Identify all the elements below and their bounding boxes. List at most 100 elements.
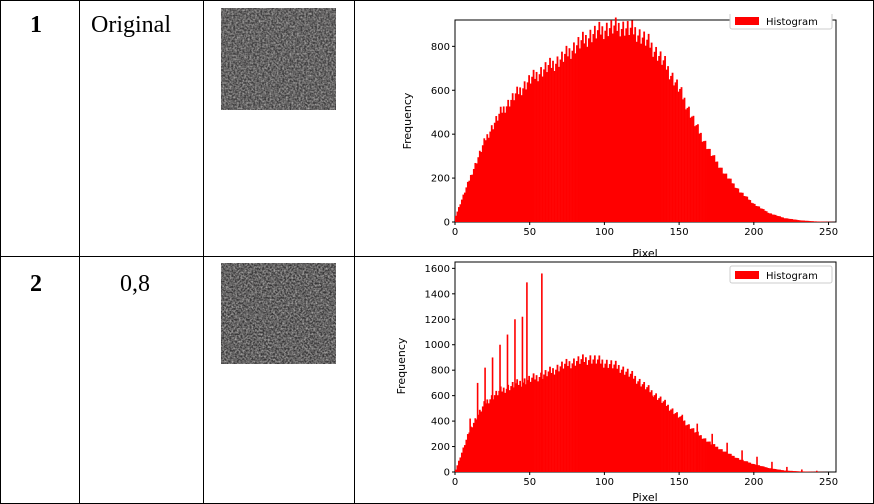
histogram-bar <box>722 451 725 472</box>
histogram-bar <box>723 451 726 472</box>
histogram-bar <box>746 196 749 222</box>
histogram-bar <box>573 358 575 472</box>
histogram-bar <box>562 61 565 222</box>
histogram-bar <box>543 374 545 472</box>
histogram-bar <box>762 209 765 222</box>
histogram-bar <box>529 83 532 222</box>
histogram-bar <box>694 126 696 222</box>
histogram-bar <box>735 188 738 222</box>
histogram-bar <box>564 53 566 223</box>
histogram-bar <box>549 366 551 472</box>
histogram-bar <box>487 137 490 222</box>
histogram-bar <box>720 167 723 222</box>
histogram-bar <box>502 387 505 472</box>
histogram-spike <box>521 316 524 472</box>
histogram-bar <box>471 174 474 222</box>
histogram-bar <box>643 31 646 223</box>
y-tick-label: 0 <box>444 218 450 229</box>
histogram-bar <box>616 30 619 222</box>
histogram-bar <box>685 425 687 472</box>
histogram-bar <box>531 377 533 472</box>
histogram-bar <box>576 45 578 222</box>
row-2-histogram-chart: 0 50 100 150 200 250 0 200 400 600 800 1000 1200 140… <box>395 261 838 504</box>
histogram-bar <box>632 34 635 222</box>
histogram-bar <box>517 384 520 472</box>
histogram-bar <box>475 163 478 222</box>
histogram-bar <box>752 203 755 222</box>
histogram-bar <box>484 140 487 222</box>
histogram-bar <box>801 220 804 222</box>
histogram-bar <box>758 465 761 472</box>
histogram-bar <box>489 399 492 472</box>
histogram-bar <box>638 378 641 472</box>
histogram-bar <box>595 363 598 472</box>
histogram-bar <box>647 385 650 472</box>
table-divider-2 <box>203 0 204 504</box>
histogram-bar <box>700 435 702 472</box>
histogram-bar <box>553 70 556 223</box>
histogram-bar <box>576 361 578 472</box>
histogram-bar <box>734 187 737 222</box>
histogram-bar <box>460 452 463 472</box>
histogram-bar <box>783 470 786 472</box>
histogram-bar <box>617 365 620 472</box>
histogram-bar <box>593 25 596 223</box>
histogram-bar <box>749 462 752 472</box>
histogram-bar <box>596 30 599 222</box>
row-2-number: 2 <box>30 271 42 297</box>
histogram-bar <box>714 161 717 222</box>
histogram-bar <box>738 459 741 472</box>
histogram-bar <box>611 33 614 223</box>
histogram-bar <box>644 45 647 223</box>
histogram-bar <box>607 367 610 472</box>
histogram-bar <box>553 374 556 472</box>
histogram-bar <box>456 465 459 472</box>
y-tick-label: 800 <box>431 366 450 377</box>
histogram-spike <box>541 273 543 472</box>
histogram-spike <box>711 433 713 472</box>
histogram-bar <box>571 363 574 472</box>
histogram-bar <box>496 395 499 472</box>
histogram-bar <box>641 384 644 472</box>
histogram-bar <box>580 40 583 223</box>
histogram-spike <box>484 367 486 472</box>
histogram-bar <box>567 365 569 472</box>
histogram-bar <box>459 204 462 222</box>
histogram-bar <box>649 47 652 222</box>
histogram-bar <box>655 46 658 222</box>
histogram-bar <box>786 218 789 222</box>
histogram-bar <box>538 376 541 472</box>
histogram-bar <box>795 471 798 472</box>
y-tick-label: 200 <box>431 174 450 185</box>
histogram-bar <box>455 215 457 222</box>
histogram-bar <box>656 399 659 472</box>
row-2-legend-swatch <box>735 271 759 279</box>
histogram-bar <box>674 82 677 222</box>
histogram-bar <box>504 392 507 472</box>
histogram-bar <box>795 219 798 222</box>
x-tick-label: 100 <box>595 477 614 488</box>
row-2-y-ticks: 0 200 400 600 800 1000 1200 1400 1600 <box>425 264 455 479</box>
histogram-bar <box>549 57 551 222</box>
histogram-bar <box>662 401 665 472</box>
histogram-bar <box>743 196 746 222</box>
histogram-bar <box>486 134 489 222</box>
histogram-spike <box>469 418 471 472</box>
histogram-bar <box>523 81 526 223</box>
histogram-bar <box>716 446 719 472</box>
histogram-bar <box>628 35 631 222</box>
histogram-bar <box>472 422 475 472</box>
histogram-bar <box>589 355 592 472</box>
histogram-bar <box>816 221 819 222</box>
histogram-bar <box>634 375 637 472</box>
histogram-bar <box>677 91 680 222</box>
histogram-bar <box>513 100 516 222</box>
x-tick-label: 50 <box>523 477 536 488</box>
histogram-bar <box>528 75 531 222</box>
histogram-bar <box>656 60 659 222</box>
histogram-bar <box>659 51 662 222</box>
histogram-bar <box>590 363 593 472</box>
histogram-bar <box>765 211 768 222</box>
histogram-bar <box>768 468 771 472</box>
